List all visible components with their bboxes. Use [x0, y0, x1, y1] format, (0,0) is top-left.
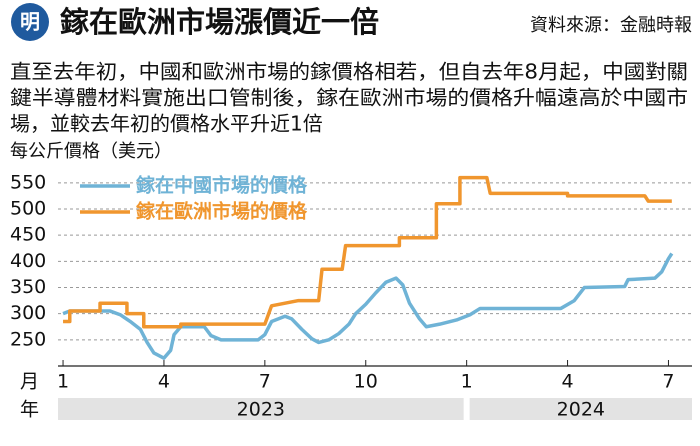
y-tick-label: 350 [10, 276, 46, 298]
year-label: 2024 [557, 399, 605, 421]
year-label: 2023 [237, 399, 285, 421]
series-line [63, 175, 672, 329]
note-line: 直至去年初，中國和歐洲市場的鎵價格相若，但自去年8月起，中國對關 [10, 60, 688, 84]
y-axis-label: 每公斤價格（美元） [10, 141, 172, 162]
y-tick-label: 250 [10, 328, 46, 350]
x-tick-label: 7 [259, 371, 271, 393]
year-label: 年 [20, 399, 39, 421]
x-tick-label: 10 [354, 371, 378, 393]
note-line: 鍵半導體材料實施出口管制後，鎵在歐洲市場的價格升幅遠高於中國市 [10, 86, 688, 110]
x-tick-label: 4 [562, 371, 574, 393]
logo-text: 明 [20, 10, 40, 34]
legend-label: 鎵在歐洲市場的價格 [136, 200, 308, 223]
note-line: 場，並較去年初的價格水平升近1倍 [10, 112, 323, 136]
x-tick-label: 4 [158, 371, 170, 393]
logo [11, 3, 49, 41]
series-line [62, 252, 674, 360]
y-tick-label: 400 [10, 250, 46, 272]
y-tick-label: 500 [10, 198, 46, 220]
y-tick-label: 300 [10, 302, 46, 324]
y-tick-label: 450 [10, 224, 46, 246]
x-axis-label: 月 [20, 371, 39, 393]
x-tick-label: 1 [461, 371, 473, 393]
source: 資料來源：金融時報 [530, 15, 692, 36]
y-tick-label: 550 [10, 171, 46, 193]
year-band [58, 398, 464, 420]
x-tick-label: 1 [57, 371, 69, 393]
legend-label: 鎵在中國市場的價格 [136, 174, 308, 197]
year-band [469, 398, 692, 420]
x-tick-label: 7 [662, 371, 674, 393]
chart-title: 鎵在歐洲市場漲價近一倍 [60, 5, 379, 39]
